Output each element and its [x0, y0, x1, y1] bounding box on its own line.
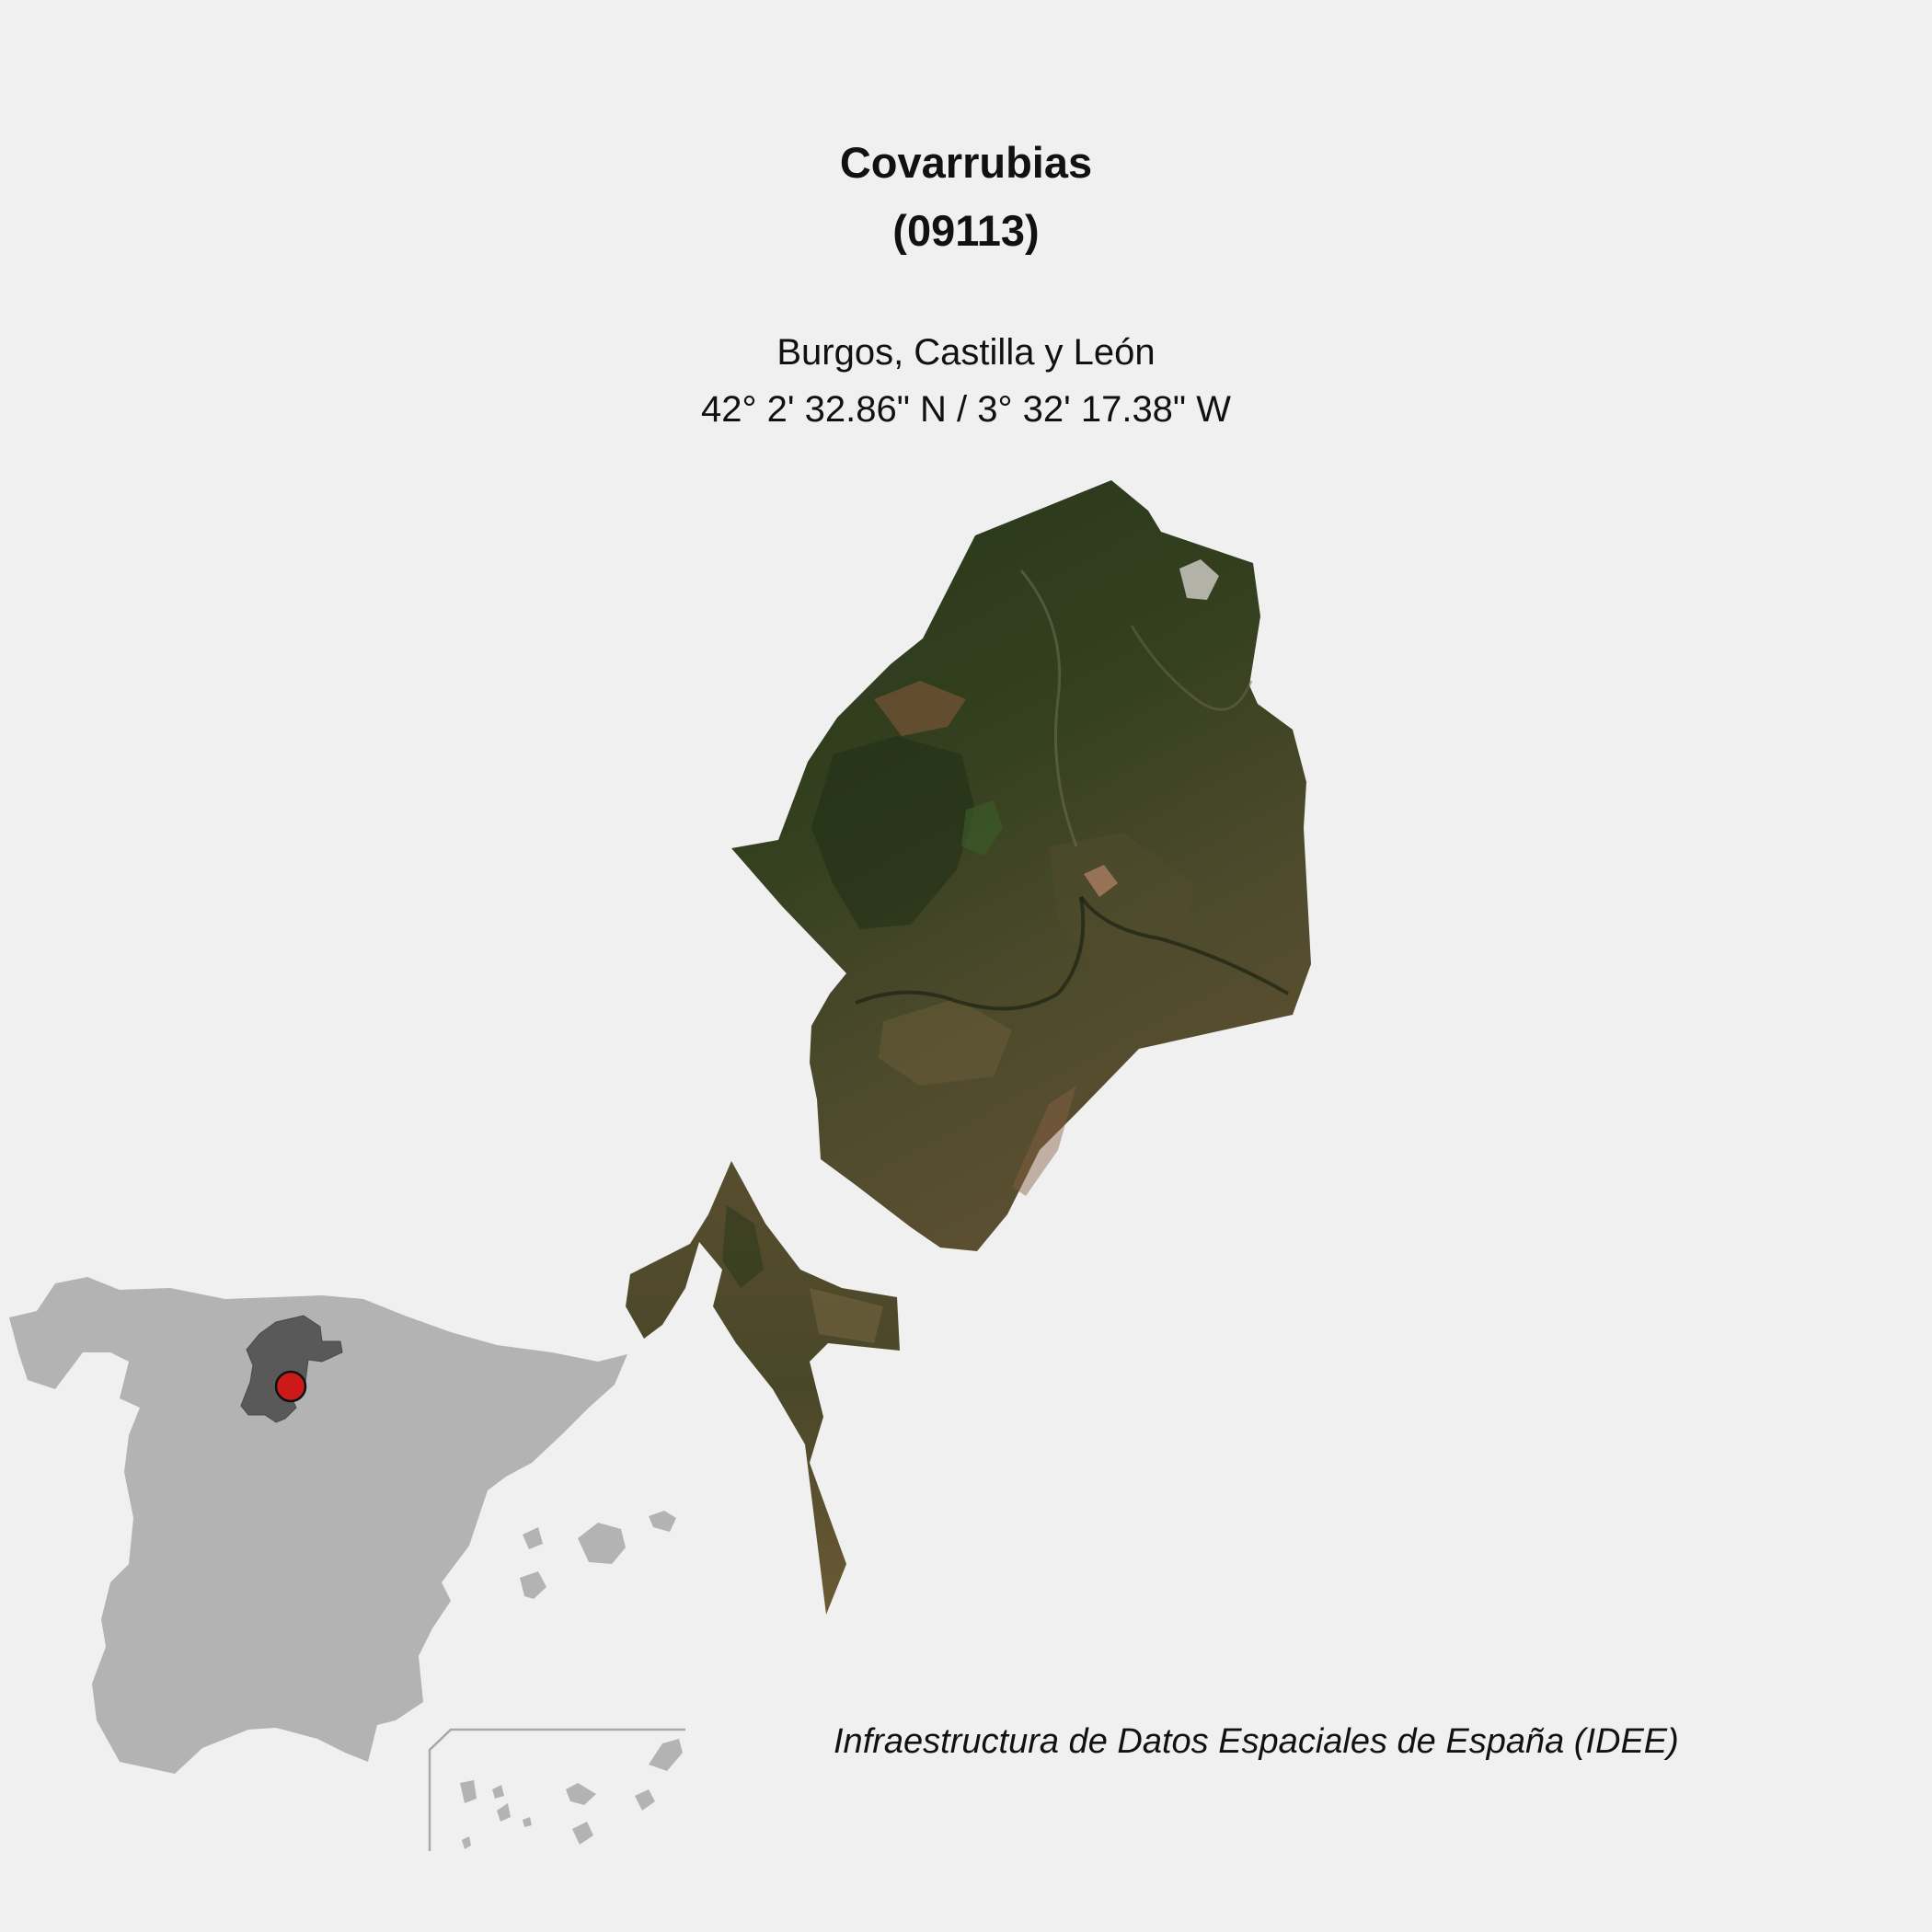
map-subtitle: Burgos, Castilla y León 42° 2' 32.86" N …	[0, 324, 1932, 438]
canary-inset-frame	[428, 1728, 685, 1851]
data-source-credit: Infraestructura de Datos Espaciales de E…	[834, 1722, 1679, 1761]
province-shape	[240, 1315, 343, 1423]
balearic-islands-shape	[520, 1511, 676, 1599]
map-title: Covarrubias (09113)	[0, 129, 1932, 265]
region-label: Burgos, Castilla y León	[776, 332, 1156, 373]
location-marker-icon	[274, 1370, 307, 1403]
canary-islands-shape	[460, 1739, 683, 1849]
municipality-satellite-area	[626, 480, 1311, 1615]
coordinates-label: 42° 2' 32.86" N / 3° 32' 17.38" W	[701, 389, 1231, 430]
municipality-code: (09113)	[892, 206, 1040, 255]
spain-inset-map	[9, 1277, 685, 1851]
municipality-main-polygon	[731, 480, 1311, 1251]
municipality-name: Covarrubias	[839, 138, 1093, 187]
spain-country-shape	[9, 1277, 627, 1774]
municipality-strip-polygon	[626, 1161, 900, 1615]
